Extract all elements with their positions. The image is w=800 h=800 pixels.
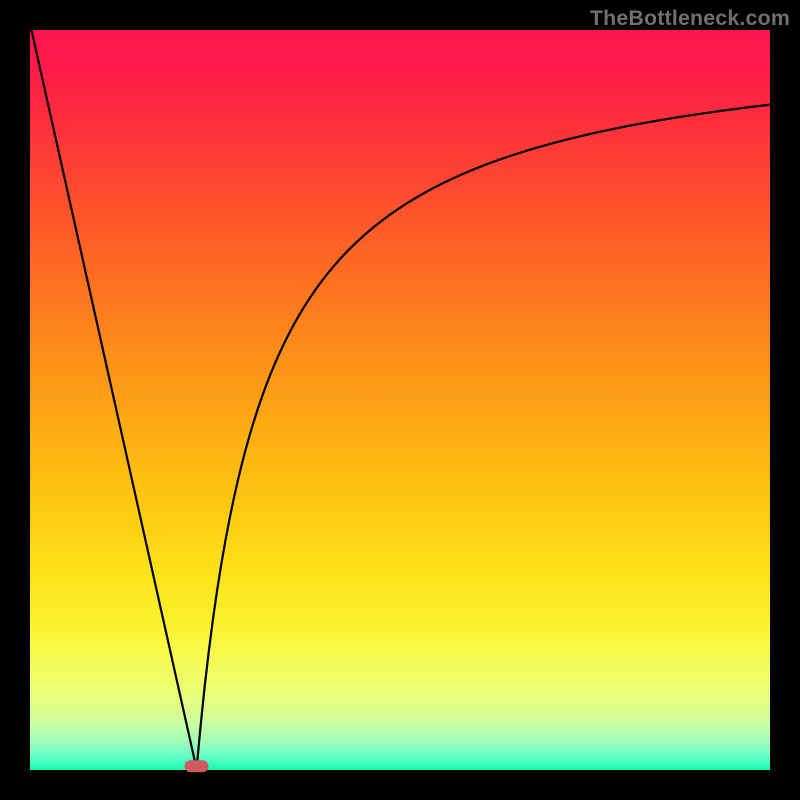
chart-container: TheBottleneck.com bbox=[0, 0, 800, 800]
minimum-marker bbox=[185, 760, 209, 772]
watermark-text: TheBottleneck.com bbox=[590, 6, 790, 31]
curve-overlay bbox=[0, 0, 800, 800]
bottleneck-curve bbox=[31, 30, 770, 770]
